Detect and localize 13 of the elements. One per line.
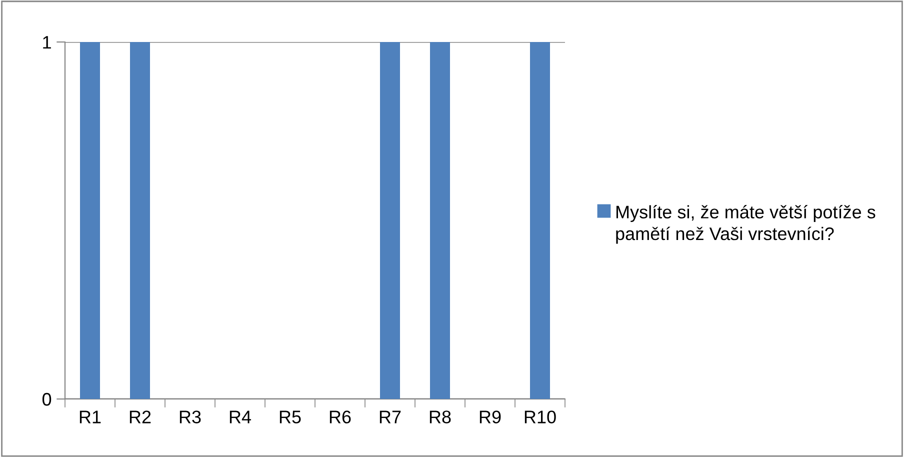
x-tick-label: R1 — [80, 410, 101, 424]
x-tick-label: R9 — [480, 410, 501, 424]
y-tick-label: 0 — [42, 392, 52, 406]
x-tick-label: R10 — [524, 410, 556, 424]
y-tick-label: 1 — [43, 36, 51, 49]
x-tick-label: R5 — [280, 410, 301, 424]
x-tick-label: R4 — [230, 410, 252, 424]
x-tick-label: R7 — [380, 410, 401, 424]
x-tick-label: R2 — [130, 410, 151, 424]
x-tick-label: R8 — [430, 410, 451, 424]
x-tick-label: R6 — [330, 410, 351, 424]
legend-label: Myslíte si, že máte větší potíže s pamětí než Vaši vrstevníci? — [616, 205, 876, 244]
x-tick-label: R3 — [180, 410, 201, 424]
